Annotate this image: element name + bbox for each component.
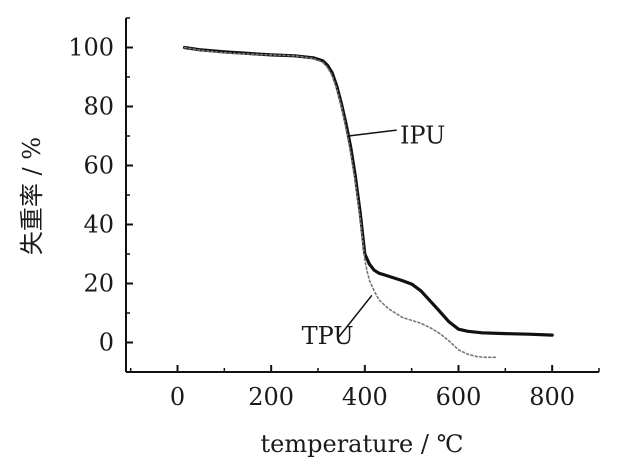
- y-tick-label: 20: [83, 270, 114, 298]
- ipu-leader-line: [348, 129, 397, 137]
- tpu-label: TPU: [302, 322, 354, 350]
- series-layer: [182, 45, 554, 359]
- x-tick-label: 0: [170, 383, 185, 411]
- y-tick-label: 80: [83, 93, 114, 121]
- series-line-tpu: [183, 46, 497, 359]
- x-axis-label: temperature / ℃: [261, 430, 464, 458]
- x-tick-label: 400: [342, 383, 388, 411]
- x-tick-label: 800: [529, 383, 575, 411]
- y-tick-label: 40: [83, 211, 114, 239]
- y-axis-label: 失重率 / %: [18, 137, 46, 255]
- x-tick-label: 600: [436, 383, 482, 411]
- axes: 0 200 400 600 800 0 20 40 60 80 100: [68, 17, 600, 411]
- tpu-leader-line: [338, 294, 373, 338]
- x-tick-label: 200: [248, 383, 294, 411]
- y-tick-label: 100: [68, 34, 114, 62]
- series-line-ipu: [182, 45, 554, 337]
- y-tick-label: 0: [99, 329, 114, 357]
- y-tick-label: 60: [83, 152, 114, 180]
- annotations: IPU TPU: [302, 121, 446, 350]
- ipu-label: IPU: [400, 121, 445, 149]
